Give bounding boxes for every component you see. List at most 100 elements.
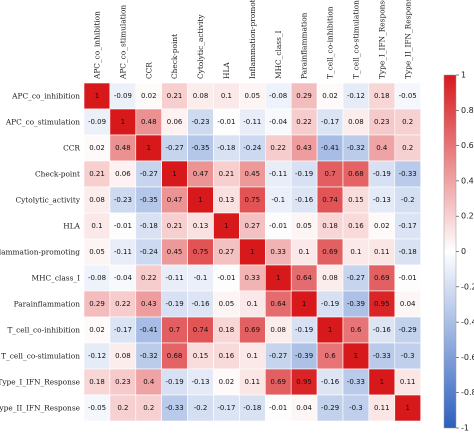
heatmap-cell [109, 316, 137, 344]
heatmap-cell [213, 394, 240, 422]
cell-value-label: 0.11 [400, 378, 416, 386]
heatmap-cell [290, 316, 318, 344]
heatmap-cell [161, 342, 188, 370]
cell-value-label: 0.18 [89, 378, 105, 386]
heatmap-cell [187, 212, 214, 240]
heatmap-cell [239, 238, 266, 266]
cell-value-label: 0.6 [350, 326, 362, 334]
cell-value-label: 0.06 [167, 118, 183, 126]
cell-value-label: 0.7 [169, 326, 180, 334]
cell-value-label: -0.16 [295, 196, 314, 204]
cell-value-label: -0.13 [373, 196, 391, 204]
cell-value-label: -0.04 [114, 274, 133, 282]
heatmap-cell [213, 82, 240, 110]
cell-value-label: 0.69 [270, 378, 286, 386]
cell-value-label: 0.27 [245, 222, 261, 230]
heatmap-cell [161, 238, 188, 266]
cell-value-label: 0.05 [296, 222, 312, 230]
cell-value-label: 0.29 [89, 300, 105, 308]
cell-value-label: 0.13 [193, 222, 209, 230]
cell-value-label: -0.19 [295, 326, 313, 334]
heatmap-cell [264, 82, 292, 110]
heatmap-cell [239, 264, 266, 292]
heatmap-cell [342, 290, 370, 318]
cell-value-label: 1 [121, 118, 125, 126]
cell-value-label: 1 [250, 248, 254, 256]
cell-value-label: 0.21 [219, 170, 235, 178]
cell-value-label: -0.33 [347, 378, 365, 386]
colorbar-tick-label: -0.4 [461, 318, 474, 327]
cell-value-label: 0.05 [89, 248, 105, 256]
heatmap-cell [83, 160, 111, 188]
cell-value-label: 0.11 [374, 248, 390, 256]
cell-value-label: 0.48 [141, 118, 157, 126]
cell-value-label: 0.68 [167, 352, 183, 360]
heatmap-cell [161, 108, 188, 136]
column-label: T_cell_co-stimulation [351, 0, 360, 79]
heatmap-cell [239, 212, 266, 240]
heatmap-cell [264, 290, 292, 318]
heatmap-cell [239, 316, 266, 344]
cell-value-label: 0.27 [219, 248, 235, 256]
cell-value-label: -0.18 [243, 404, 261, 412]
heatmap-cell [135, 108, 163, 136]
cell-value-label: -0.17 [217, 404, 235, 412]
cell-value-label: -0.2 [401, 196, 415, 204]
heatmap-cell [83, 134, 111, 162]
row-label: Type_I_IFN_Response [0, 378, 80, 387]
colorbar-tick-label: 1 [461, 71, 466, 80]
heatmap-cell [109, 342, 137, 370]
cell-value-label: -0.29 [399, 326, 417, 334]
colorbar-tick-label: -0.6 [461, 353, 474, 362]
heatmap-cell [187, 394, 214, 422]
cell-value-label: -0.05 [88, 404, 106, 412]
cell-value-label: 0.1 [247, 300, 258, 308]
cell-value-label: -0.23 [114, 196, 132, 204]
heatmap-cells: 1 -0.09 0.02 0.21 0.08 0.1 0.05 -0.08 0.29 0.02 -0… [83, 82, 421, 422]
heatmap-cell [342, 238, 370, 266]
heatmap-cell [213, 316, 240, 344]
cell-value-label: 0.08 [193, 92, 209, 100]
colorbar-tick-label: -0.2 [461, 282, 474, 291]
cell-value-label: 0.02 [374, 222, 390, 230]
heatmap-cell [342, 264, 370, 292]
heatmap-cell [368, 342, 396, 370]
cell-value-label: -0.41 [321, 144, 339, 152]
heatmap-cell [135, 160, 163, 188]
colorbar: 1 0.8 0.6 0.4 0.2 0 -0.2 -0.4 -0.6 -0.8 -1 [443, 71, 474, 433]
cell-value-label: 0.08 [115, 352, 131, 360]
heatmap-cell [161, 264, 188, 292]
cell-value-label: 0.21 [167, 222, 183, 230]
cell-value-label: 0.02 [219, 378, 235, 386]
heatmap-cell [161, 212, 188, 240]
cell-value-label: -0.33 [399, 170, 417, 178]
heatmap-cell [290, 368, 318, 396]
heatmap-cell [135, 212, 163, 240]
heatmap-cell [368, 160, 396, 188]
cell-value-label: 0.22 [296, 118, 312, 126]
heatmap-cell [135, 290, 163, 318]
cell-value-label: -0.35 [140, 196, 158, 204]
cell-value-label: -0.23 [191, 118, 209, 126]
cell-value-label: 0.08 [322, 274, 338, 282]
row-label: T_cell_co-inhibition [7, 326, 80, 335]
heatmap-cell [264, 212, 292, 240]
heatmap-cell [83, 238, 111, 266]
cell-value-label: -0.24 [243, 144, 262, 152]
cell-value-label: -0.41 [140, 326, 158, 334]
cell-value-label: 1 [328, 326, 332, 334]
cell-value-label: -0.08 [269, 92, 287, 100]
heatmap-cell [239, 186, 266, 214]
column-label: CCR [144, 62, 153, 79]
column-label: Parainflammation [300, 12, 309, 79]
cell-value-label: -0.01 [269, 222, 287, 230]
heatmap-cell [394, 368, 421, 396]
cell-value-label: 0.22 [141, 274, 157, 282]
cell-value-label: 0.48 [115, 144, 131, 152]
heatmap-cell [109, 82, 137, 110]
cell-value-label: 0.05 [245, 92, 261, 100]
column-label: Inflammation-promoting [248, 0, 257, 79]
heatmap-cell [316, 212, 344, 240]
heatmap-cell [161, 290, 188, 318]
cell-value-label: -0.32 [347, 144, 365, 152]
